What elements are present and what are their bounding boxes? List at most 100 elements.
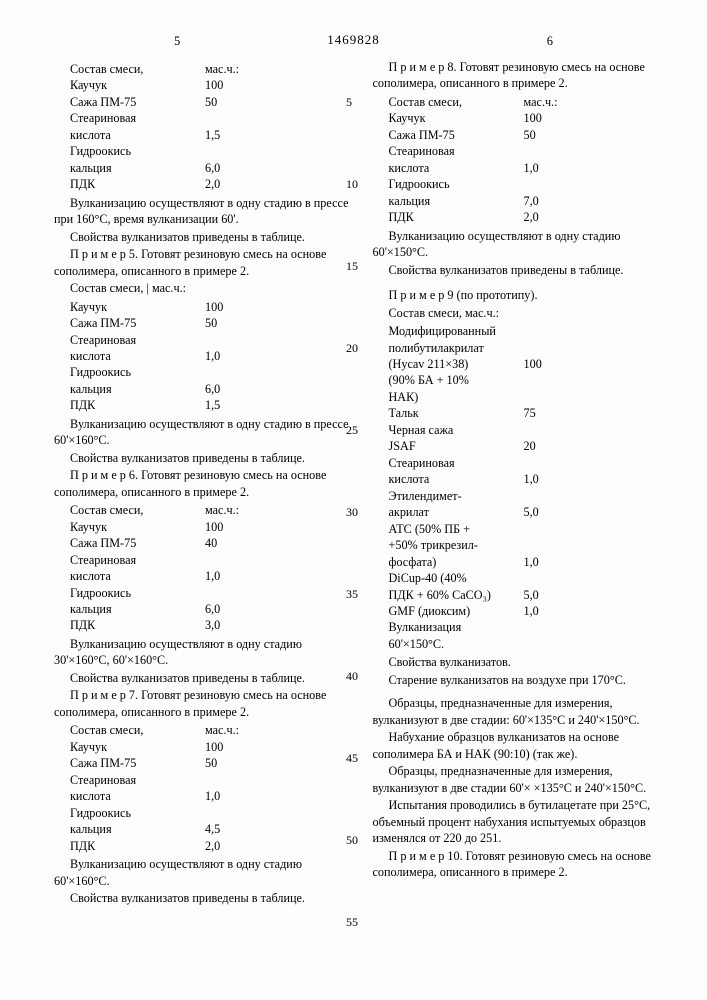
value: 1,0	[524, 554, 584, 570]
label: GMF (диоксим)	[389, 603, 524, 619]
line-marker: 50	[346, 833, 358, 915]
label: НАК)	[389, 389, 524, 405]
label: DiCup-40 (40%	[389, 570, 524, 586]
label: Черная сажа	[389, 422, 524, 438]
value: 3,0	[205, 617, 265, 633]
value: 100	[205, 519, 265, 535]
label: Гидроокись	[70, 805, 205, 821]
label: кислота	[389, 160, 524, 176]
value: 40	[205, 535, 265, 551]
paragraph: Свойства вулканизатов приведены в таблиц…	[54, 670, 355, 686]
example-5-title: П р и м е р 5. Готовят резиновую смесь н…	[54, 246, 355, 279]
label: Сажа ПМ-75	[70, 535, 205, 551]
value: 2,0	[205, 176, 265, 192]
value: 100	[205, 739, 265, 755]
label: Этилендимет-	[389, 488, 524, 504]
label: ПДК	[389, 209, 524, 225]
value: 1,0	[524, 160, 584, 176]
ex8-composition-table: Состав смеси,мас.ч.: Каучук100 Сажа ПМ-7…	[389, 94, 674, 226]
content-columns: Состав смеси,мас.ч.: Каучук100 Сажа ПМ-7…	[54, 59, 673, 907]
label: мас.ч.:	[205, 61, 265, 77]
line-marker: 45	[346, 751, 358, 833]
value: 6,0	[205, 381, 265, 397]
label: ПДК	[70, 176, 205, 192]
ex6-composition-table: Состав смеси,мас.ч.: Каучук100 Сажа ПМ-7…	[70, 502, 355, 634]
label: мас.ч.:	[205, 722, 265, 738]
label: кальция	[70, 821, 205, 837]
label: кислота	[70, 788, 205, 804]
value: 100	[524, 110, 584, 126]
label: Сажа ПМ-75	[70, 94, 205, 110]
paragraph: Вулканизацию осуществляют в одну стадию …	[54, 416, 355, 449]
label: ПДК + 60% CaCO₃)	[389, 587, 524, 603]
ex5-composition-table: Каучук100 Сажа ПМ-7550 Стеариновая кисло…	[70, 299, 355, 414]
paragraph: Вулканизацию осуществляют в одну стадию …	[54, 636, 355, 669]
label: Каучук	[70, 77, 205, 93]
line-marker: 5	[346, 95, 358, 177]
paragraph: Вулканизацию осуществляют в одну стадию …	[373, 228, 674, 261]
value: 5,0	[524, 504, 584, 520]
label: Стеариновая	[389, 455, 524, 471]
label: кислота	[70, 348, 205, 364]
label: Состав смеси, | мас.ч.:	[54, 280, 355, 296]
value: 75	[524, 405, 584, 421]
value: 1,0	[205, 348, 265, 364]
paragraph: Образцы, предназначенные для измерения, …	[373, 695, 674, 728]
example-7-title: П р и м е р 7. Готовят резиновую смесь н…	[54, 687, 355, 720]
value: 100	[524, 356, 584, 372]
line-marker: 30	[346, 505, 358, 587]
line-marker: 55	[346, 915, 358, 997]
label: 60'×150°С.	[389, 636, 524, 652]
label: Вулканизация	[389, 619, 524, 635]
label: кальция	[70, 601, 205, 617]
label: полибутилакрилат	[389, 340, 524, 356]
paragraph: Вулканизацию осуществляют в одну стадию …	[54, 856, 355, 889]
value: 1,5	[205, 397, 265, 413]
paragraph: Старение вулканизатов на воздухе при 170…	[373, 672, 674, 688]
example-9-title: П р и м е р 9 (по прототипу).	[373, 287, 674, 303]
value: 50	[205, 315, 265, 331]
doc-number: 1469828	[0, 32, 707, 48]
spacer	[373, 279, 674, 287]
paragraph: Свойства вулканизатов приведены в таблиц…	[54, 450, 355, 466]
value: 50	[205, 755, 265, 771]
label: кальция	[70, 160, 205, 176]
label: JSAF	[389, 438, 524, 454]
label: Гидроокись	[70, 585, 205, 601]
label: Состав смеси,	[70, 722, 205, 738]
label: Стеариновая	[70, 552, 205, 568]
paragraph: Набухание образцов вулканизатов на основ…	[373, 729, 674, 762]
ex4-composition-table: Состав смеси,мас.ч.: Каучук100 Сажа ПМ-7…	[70, 61, 355, 193]
label: Гидроокись	[70, 143, 205, 159]
value: 4,5	[205, 821, 265, 837]
label: Стеариновая	[70, 110, 205, 126]
label: Каучук	[70, 519, 205, 535]
value: 1,0	[524, 471, 584, 487]
line-marker: 15	[346, 259, 358, 341]
label: Каучук	[70, 299, 205, 315]
paragraph: Свойства вулканизатов приведены в таблиц…	[373, 262, 674, 278]
label: мас.ч.:	[205, 502, 265, 518]
label: фосфата)	[389, 554, 524, 570]
example-10-title: П р и м е р 10. Готовят резиновую смесь …	[373, 848, 674, 881]
value: 1,0	[205, 788, 265, 804]
label: (Hycav 211×38)	[389, 356, 524, 372]
label: Модифицированный	[389, 323, 524, 339]
label: кислота	[70, 568, 205, 584]
value: 100	[205, 299, 265, 315]
label: Гидроокись	[389, 176, 524, 192]
left-column: Состав смеси,мас.ч.: Каучук100 Сажа ПМ-7…	[54, 59, 355, 907]
label: Сажа ПМ-75	[389, 127, 524, 143]
value: 2,0	[524, 209, 584, 225]
label: Состав смеси,	[70, 61, 205, 77]
ex9-composition-table: Модифицированный полибутилакрилат (Hycav…	[389, 323, 674, 652]
example-8-title: П р и м е р 8. Готовят резиновую смесь н…	[373, 59, 674, 92]
label: Каучук	[70, 739, 205, 755]
right-column: П р и м е р 8. Готовят резиновую смесь н…	[373, 59, 674, 907]
value: 50	[205, 94, 265, 110]
value: 50	[524, 127, 584, 143]
label: Состав смеси,	[389, 94, 524, 110]
label: Стеариновая	[70, 332, 205, 348]
paragraph: Свойства вулканизатов приведены в таблиц…	[54, 229, 355, 245]
line-marker: 20	[346, 341, 358, 423]
